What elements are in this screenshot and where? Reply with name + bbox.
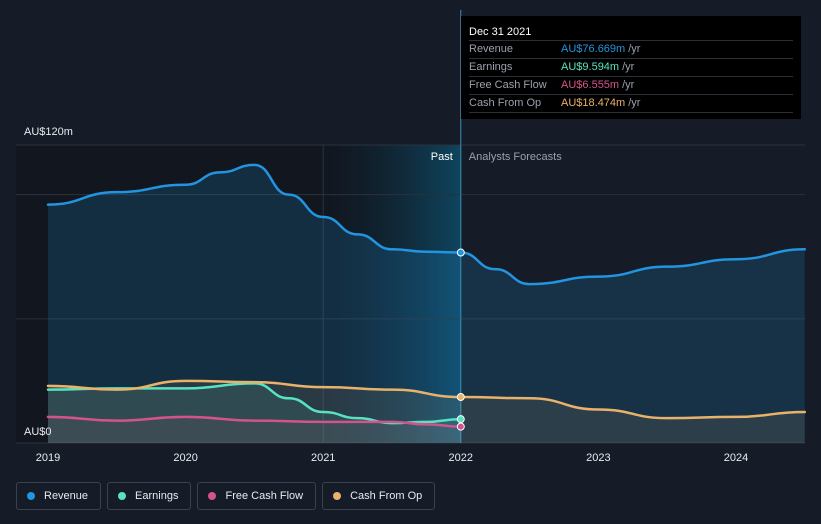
- legend-item-revenue[interactable]: Revenue: [16, 482, 102, 510]
- tooltip-panel: Dec 31 2021 Revenue AU$76.669m /yr Earni…: [461, 16, 801, 119]
- legend-dot-icon: [208, 492, 217, 500]
- x-tick-label: 2020: [173, 452, 197, 464]
- tooltip-label: Cash From Op: [469, 97, 542, 109]
- area-cash-from-op: [48, 380, 805, 443]
- legend-item-earnings[interactable]: Earnings: [107, 482, 192, 510]
- area-earnings: [48, 383, 461, 443]
- legend-label: Revenue: [44, 490, 89, 502]
- series-line-revenue: [46, 163, 807, 286]
- tooltip-value: AU$6.555m: [561, 79, 620, 91]
- legend-dot-icon: [118, 492, 127, 500]
- tooltip-label: Free Cash Flow: [469, 79, 547, 91]
- tooltip-row-revenue: Revenue AU$76.669m /yr: [469, 40, 793, 58]
- marker-earnings: [456, 415, 465, 424]
- marker-cash-from-op: [456, 393, 465, 402]
- past-label: Past: [431, 151, 453, 163]
- forecast-label: Analysts Forecasts: [469, 151, 562, 163]
- legend-dot-icon: [27, 492, 35, 500]
- legend-item-free-cash-flow[interactable]: Free Cash Flow: [197, 482, 317, 510]
- tooltip-unit: /yr: [622, 61, 635, 73]
- area-free-cash-flow: [48, 416, 461, 443]
- marker-free-cash-flow: [456, 422, 465, 431]
- tooltip-row-cash-from-op: Cash From Op AU$18.474m /yr: [469, 94, 793, 113]
- tooltip-unit: /yr: [622, 79, 635, 91]
- x-tick-label: 2022: [449, 452, 473, 464]
- area-revenue: [48, 164, 805, 443]
- series-line-free-cash-flow: [46, 415, 463, 428]
- x-tick-label: 2021: [311, 452, 335, 464]
- tooltip-date: Dec 31 2021: [469, 26, 532, 38]
- legend: Revenue Earnings Free Cash Flow Cash Fro…: [16, 482, 436, 510]
- tooltip-row-earnings: Earnings AU$9.594m /yr: [469, 58, 793, 76]
- tooltip-label: Earnings: [469, 61, 513, 73]
- tooltip-value: AU$76.669m: [561, 43, 626, 55]
- legend-label: Cash From Op: [350, 490, 423, 502]
- marker-revenue: [456, 248, 465, 257]
- tooltip-unit: /yr: [628, 43, 641, 55]
- tooltip-value: AU$18.474m: [561, 97, 626, 109]
- x-tick-label: 2023: [586, 452, 610, 464]
- tooltip-row-free-cash-flow: Free Cash Flow AU$6.555m /yr: [469, 76, 793, 94]
- tooltip-value: AU$9.594m: [561, 61, 620, 73]
- series-line-cash-from-op: [46, 379, 807, 420]
- legend-item-cash-from-op[interactable]: Cash From Op: [322, 482, 436, 510]
- tooltip-unit: /yr: [628, 97, 641, 109]
- tooltip-label: Revenue: [469, 43, 514, 55]
- y-axis-zero-label: AU$0: [24, 426, 52, 438]
- legend-label: Earnings: [135, 490, 179, 502]
- legend-dot-icon: [333, 492, 342, 500]
- x-tick-label: 2019: [36, 452, 60, 464]
- y-axis-top-label: AU$120m: [24, 126, 73, 138]
- legend-label: Free Cash Flow: [225, 490, 304, 502]
- x-tick-label: 2024: [724, 452, 748, 464]
